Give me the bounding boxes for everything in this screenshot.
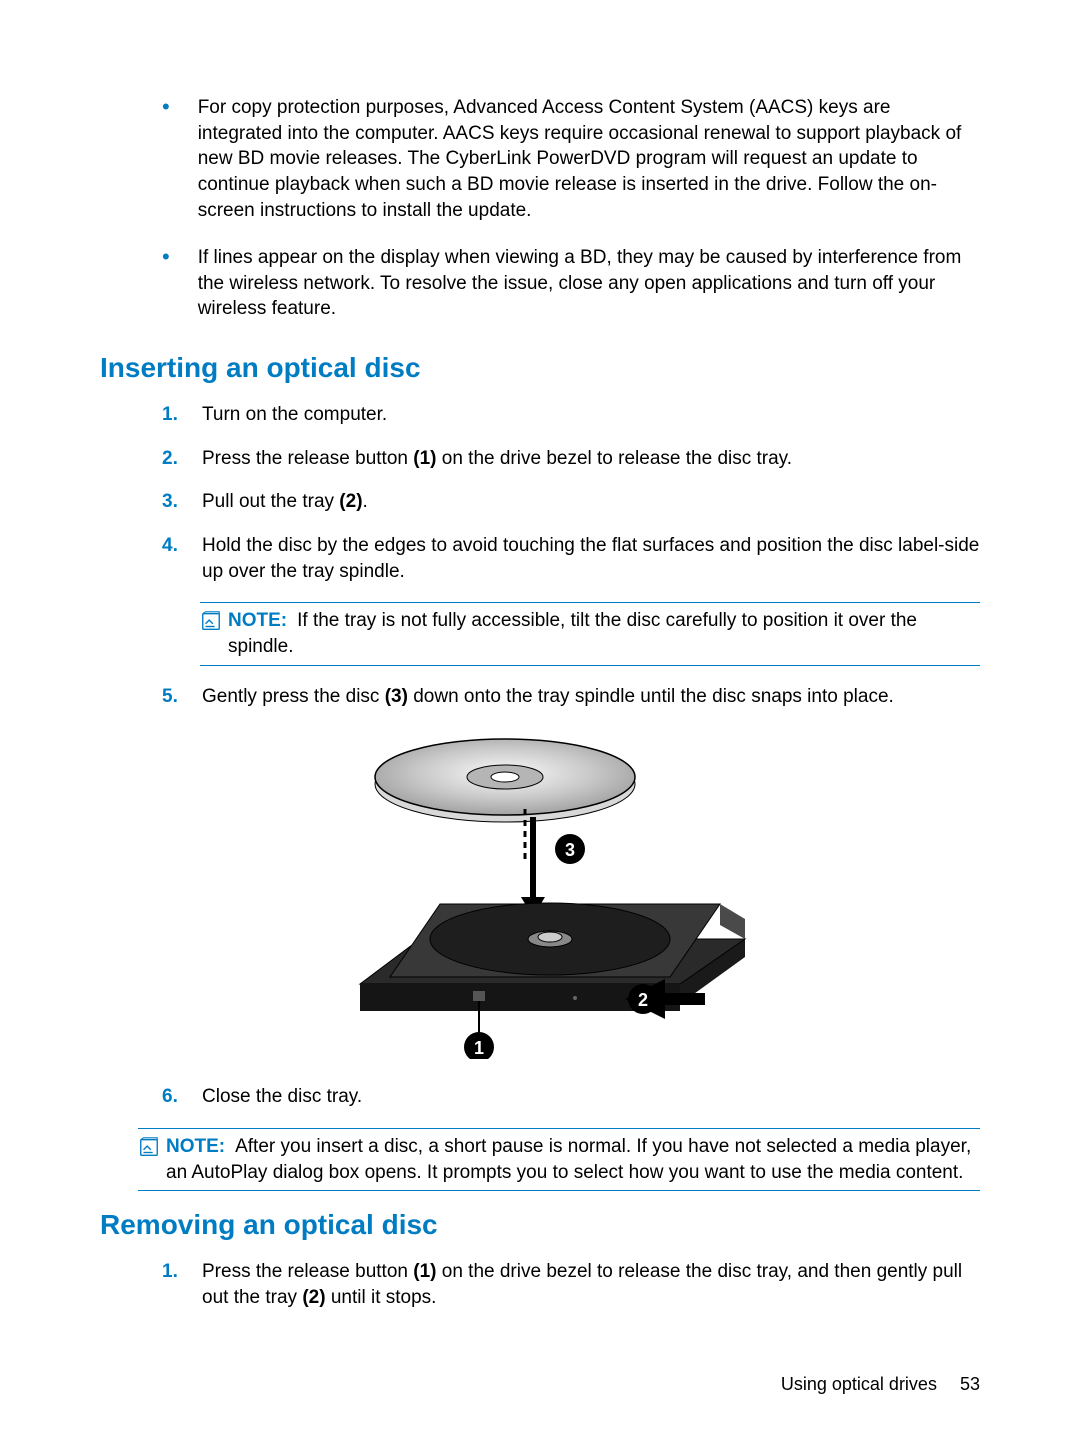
intro-bullet-list: • For copy protection purposes, Advanced… — [162, 95, 980, 322]
inserting-steps-list-cont: 5. Gently press the disc (3) down onto t… — [162, 684, 980, 710]
step-number: 1. — [162, 402, 202, 428]
svg-text:1: 1 — [474, 1038, 484, 1058]
note-box: NOTE:After you insert a disc, a short pa… — [138, 1128, 980, 1191]
step-text: Gently press the disc (3) down onto the … — [202, 684, 980, 710]
step-number: 1. — [162, 1259, 202, 1310]
svg-text:2: 2 — [638, 990, 648, 1010]
bullet-text: For copy protection purposes, Advanced A… — [198, 95, 980, 223]
note-content: NOTE:If the tray is not fully accessible… — [228, 608, 980, 659]
note-box: NOTE:If the tray is not fully accessible… — [200, 602, 980, 665]
step-text: Turn on the computer. — [202, 402, 980, 428]
list-item: 1. Turn on the computer. — [162, 402, 980, 428]
list-item: • If lines appear on the display when vi… — [162, 245, 980, 322]
list-item: 2. Press the release button (1) on the d… — [162, 446, 980, 472]
list-item: 4. Hold the disc by the edges to avoid t… — [162, 533, 980, 584]
list-item: 3. Pull out the tray (2). — [162, 489, 980, 515]
note-label: NOTE: — [166, 1136, 225, 1157]
list-item: 5. Gently press the disc (3) down onto t… — [162, 684, 980, 710]
step-text: Close the disc tray. — [202, 1084, 980, 1110]
page-number: 53 — [960, 1374, 980, 1394]
step-number: 4. — [162, 533, 202, 584]
step-number: 2. — [162, 446, 202, 472]
inserting-steps-list-cont2: 6. Close the disc tray. — [162, 1084, 980, 1110]
svg-text:3: 3 — [565, 840, 575, 860]
bullet-icon: • — [162, 245, 170, 322]
inserting-steps-list: 1. Turn on the computer. 2. Press the re… — [162, 402, 980, 584]
list-item: • For copy protection purposes, Advanced… — [162, 95, 980, 223]
footer-section-name: Using optical drives — [781, 1374, 937, 1394]
note-icon — [138, 1136, 160, 1158]
step-number: 6. — [162, 1084, 202, 1110]
step-text: Hold the disc by the edges to avoid touc… — [202, 533, 980, 584]
bullet-text: If lines appear on the display when view… — [198, 245, 980, 322]
section-heading-inserting: Inserting an optical disc — [100, 352, 980, 384]
step-text: Press the release button (1) on the driv… — [202, 446, 980, 472]
section-heading-removing: Removing an optical disc — [100, 1209, 980, 1241]
list-item: 6. Close the disc tray. — [162, 1084, 980, 1110]
step-text: Press the release button (1) on the driv… — [202, 1259, 980, 1310]
step-number: 5. — [162, 684, 202, 710]
note-label: NOTE: — [228, 610, 287, 631]
step-text: Pull out the tray (2). — [202, 489, 980, 515]
page-footer: Using optical drives 53 — [781, 1374, 980, 1395]
bullet-icon: • — [162, 95, 170, 223]
step-number: 3. — [162, 489, 202, 515]
note-content: NOTE:After you insert a disc, a short pa… — [166, 1134, 980, 1185]
removing-steps-list: 1. Press the release button (1) on the d… — [162, 1259, 980, 1310]
optical-drive-figure: 3 2 1 — [325, 729, 755, 1059]
note-icon — [200, 610, 222, 632]
list-item: 1. Press the release button (1) on the d… — [162, 1259, 980, 1310]
